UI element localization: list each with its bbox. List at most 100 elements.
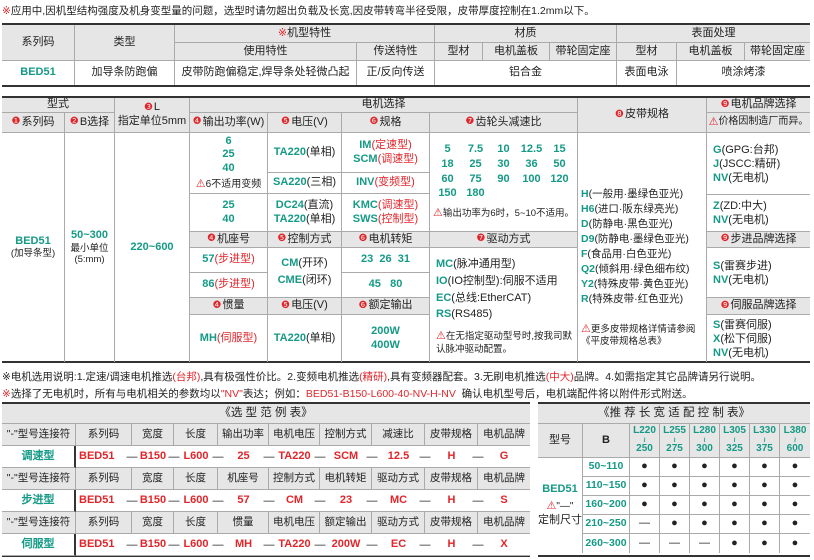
- example-value: G: [499, 449, 509, 462]
- gear-ratio-grid: 5 7.5 10 12.5 15 18 25 30 36 50 60 75 90 100 120 150 180: [434, 143, 574, 201]
- h-sur-cover: 电机盖板: [677, 43, 745, 61]
- available-dot: ●: [660, 496, 690, 515]
- brand-code: NV: [713, 214, 729, 226]
- gear-ratios: 5 7.5 10 12.5 15 18 25 30 36 50 60 75 90 100 120 150 180…: [430, 133, 578, 232]
- example-header-cell: 电机电压: [269, 512, 320, 534]
- example-row-label: 步进型: [2, 490, 76, 512]
- example-header-cell: 系列码: [76, 424, 132, 446]
- example-header-cell: "-"型号连接符: [2, 468, 76, 490]
- frame-57: 57(步进型): [190, 248, 268, 273]
- example-header-cell: 系列码: [76, 468, 132, 490]
- available-dot: ●: [720, 458, 750, 477]
- warning-icon: ⚠: [436, 330, 446, 342]
- sel-series: BED51 (加导条型): [2, 133, 65, 362]
- example-value: BED51: [79, 449, 115, 462]
- brand-desc: (无电机): [728, 171, 769, 184]
- length-bound: L305: [723, 425, 746, 437]
- warning-icon: ⚠: [546, 500, 557, 513]
- brand-desc: (JSCC:精研): [719, 157, 781, 170]
- gear-ratio: 100: [522, 172, 541, 185]
- length-bound: 600: [786, 443, 804, 455]
- length-bound: 300: [696, 443, 713, 455]
- brand-option: NV(无电机): [713, 213, 769, 227]
- connector-dash: —: [168, 495, 180, 507]
- length-bound: L280: [693, 425, 716, 437]
- brand-option: S(雷赛伺服): [713, 318, 772, 332]
- brand-code: G: [713, 143, 722, 156]
- example-value-cell: BED51: [76, 490, 132, 512]
- example-header-cell: 皮带规格: [425, 424, 478, 446]
- control-modes: CM(开环) CME(闭环): [268, 248, 342, 298]
- belt-option: Y2(特殊皮带·黄色亚光): [581, 277, 690, 292]
- example-value: L600: [183, 449, 209, 462]
- gear-ratio: 150: [438, 187, 457, 200]
- connector-dash: —: [472, 495, 484, 507]
- example-value-cell: B150: [132, 446, 174, 468]
- available-dot: ●: [720, 534, 750, 553]
- example-value: B150: [139, 537, 167, 550]
- example-value: 200W: [331, 537, 361, 550]
- example-value-cell: X: [478, 534, 530, 556]
- example-header-cell: 输出功率: [218, 424, 269, 446]
- h-material: 材质: [435, 25, 617, 43]
- gear-ratio: 18: [441, 157, 454, 170]
- belt-option: D(防静电·黑色亚光): [581, 217, 690, 232]
- available-dot: ●: [660, 477, 690, 496]
- length-bound: 275: [666, 443, 683, 455]
- available-dot: ●: [780, 458, 810, 477]
- spec-3: KMC(调速型) SWS(控制型): [342, 194, 430, 232]
- brand-code: S: [713, 318, 721, 331]
- gear-ratio: 60: [441, 172, 454, 185]
- power-group-1: 6 25 40 ⚠6不适用变频: [190, 133, 268, 194]
- length-bound: 325: [726, 443, 743, 455]
- unavailable-dash: —: [630, 515, 660, 534]
- volt-5: TA220(单相): [268, 315, 342, 362]
- torque-1: 23 26 31: [342, 248, 430, 273]
- h-volt: ❺ 电压(V): [268, 113, 342, 133]
- brand-option: X(松下伺服): [713, 332, 772, 346]
- example-header-cell: 皮带规格: [425, 512, 478, 534]
- step-brands: S(雷赛步进) NV(无电机): [707, 248, 810, 298]
- use: 皮带防跑偏稳定,焊导条处轻微凸起: [175, 61, 357, 85]
- example-value-cell: 57: [218, 490, 269, 512]
- example-header-cell: 长度: [174, 512, 218, 534]
- length-bound: 375: [756, 443, 773, 455]
- h-step-brand: ❾ 步进品牌选择: [707, 232, 810, 248]
- sel-b: 50~300 最小单位 (5:mm): [65, 133, 115, 362]
- connector-dash: —: [168, 539, 180, 551]
- example-table: [2, 402, 530, 557]
- gear-ratio: 25: [469, 157, 482, 170]
- example-value-cell: TA220: [269, 534, 320, 556]
- example-title: 《选 型 范 例 表》: [2, 404, 530, 424]
- example-value-cell: 12.5: [372, 446, 425, 468]
- example-value: B150: [139, 493, 167, 506]
- width-range: 50~110: [583, 458, 630, 477]
- brand-desc: (无电机): [728, 346, 769, 359]
- available-dot: ●: [780, 496, 810, 515]
- h-series: 系列码: [2, 25, 75, 61]
- connector-dash: —: [212, 539, 224, 551]
- gear-ratio: 10: [497, 143, 510, 156]
- warning-icon: ⚠: [708, 115, 719, 128]
- custom-size-label: 定制尺寸: [538, 513, 582, 526]
- length-column-header: L330 ≀ 375: [750, 424, 780, 458]
- belt-desc: (食品用·白色亚光): [587, 247, 672, 260]
- example-value-cell: EC: [372, 534, 425, 556]
- available-dot: ●: [791, 536, 799, 549]
- example-header-cell: 减速比: [372, 424, 425, 446]
- belt-desc: (一般用·墨绿色亚光): [588, 187, 684, 200]
- example-value-cell: MC: [372, 490, 425, 512]
- tilde: ≀: [703, 436, 706, 444]
- warning-icon: ⚠: [581, 322, 591, 335]
- example-header-cell: 机座号: [218, 468, 269, 490]
- belt-code: D: [581, 217, 589, 230]
- model-cell: BED51 ⚠"—" 定制尺寸: [538, 458, 583, 553]
- example-header-cell: "-"型号连接符: [2, 512, 76, 534]
- example-value: 23: [339, 493, 353, 506]
- frame-86: 86(步进型): [190, 273, 268, 298]
- belt-desc: (防静电·墨绿色亚光): [594, 232, 689, 245]
- example-header-cell: 宽度: [132, 468, 174, 490]
- h-volt-2: ❺ 电压(V): [268, 298, 342, 315]
- example-value-cell: H: [425, 534, 478, 556]
- belt-option: F(食品用·白色亚光): [581, 247, 690, 262]
